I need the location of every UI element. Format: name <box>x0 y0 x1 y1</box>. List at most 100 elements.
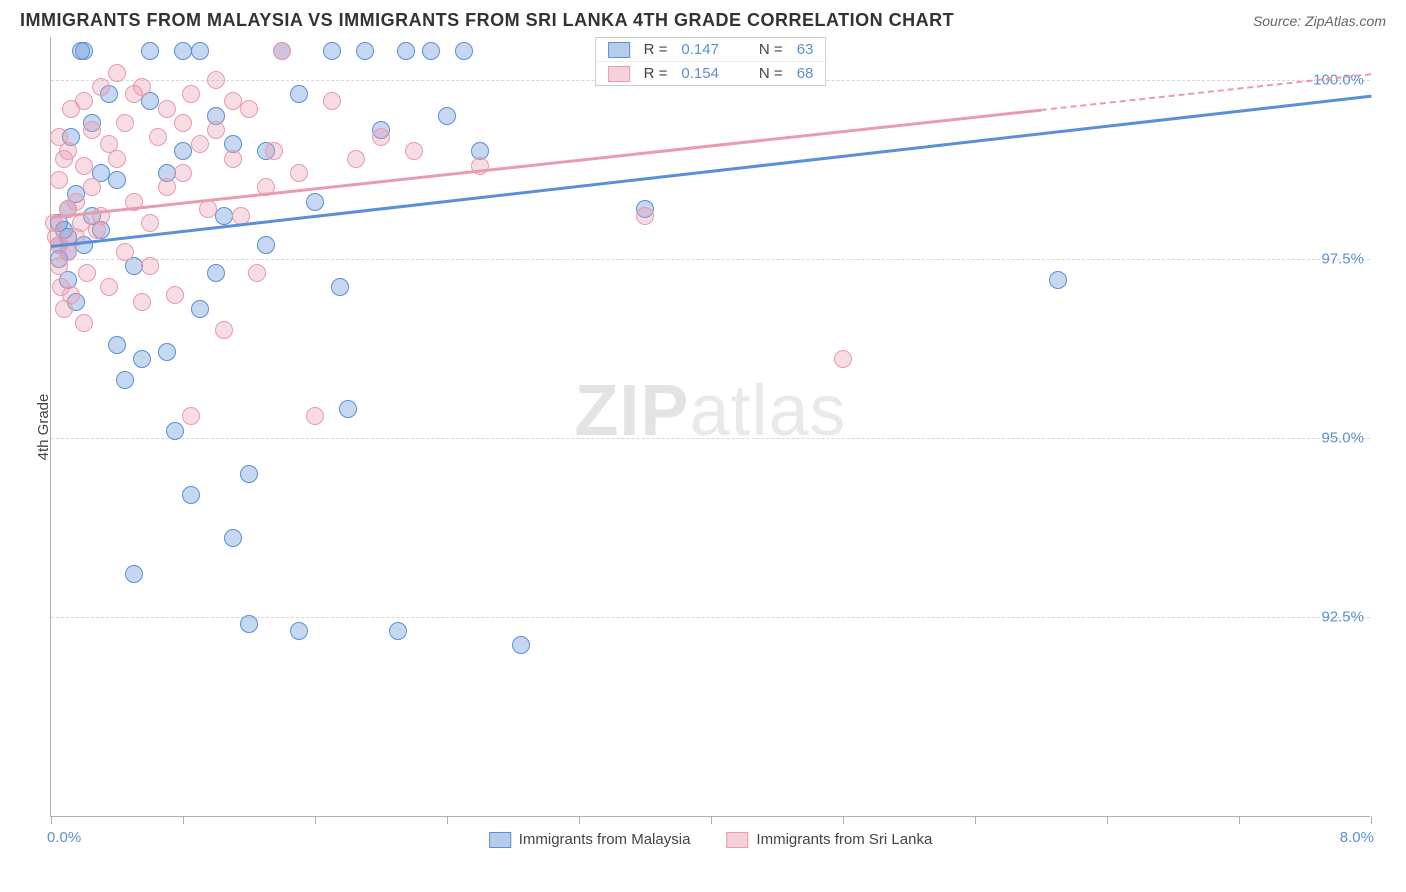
n-label: N = <box>759 65 783 82</box>
data-point <box>397 42 415 60</box>
data-point <box>83 121 101 139</box>
n-value: 63 <box>797 41 814 58</box>
data-point <box>438 107 456 125</box>
data-point <box>636 207 654 225</box>
trend-line <box>51 109 1041 219</box>
data-point <box>191 300 209 318</box>
r-value: 0.154 <box>681 65 719 82</box>
source-name: ZipAtlas.com <box>1305 13 1386 29</box>
data-point <box>83 178 101 196</box>
data-point <box>174 164 192 182</box>
data-point <box>166 286 184 304</box>
data-point <box>67 193 85 211</box>
data-point <box>224 529 242 547</box>
data-point <box>133 350 151 368</box>
x-tick <box>1371 816 1372 824</box>
x-tick <box>315 816 316 824</box>
data-point <box>158 343 176 361</box>
data-point <box>108 64 126 82</box>
data-point <box>215 207 233 225</box>
data-point <box>166 422 184 440</box>
r-label: R = <box>644 65 668 82</box>
data-point <box>1049 271 1067 289</box>
data-point <box>207 121 225 139</box>
data-point <box>240 465 258 483</box>
data-point <box>191 42 209 60</box>
x-tick <box>183 816 184 824</box>
legend-series: Immigrants from Malaysia Immigrants from … <box>489 831 933 848</box>
legend-correlation-box: R =0.147N =63R =0.154N =68 <box>595 37 827 86</box>
r-value: 0.147 <box>681 41 719 58</box>
data-point <box>116 371 134 389</box>
data-point <box>174 42 192 60</box>
legend-swatch <box>726 832 748 848</box>
data-point <box>191 135 209 153</box>
data-point <box>207 264 225 282</box>
data-point <box>182 85 200 103</box>
legend-stat-row: R =0.147N =63 <box>596 38 826 61</box>
legend-label: Immigrants from Malaysia <box>519 831 691 848</box>
x-tick <box>1239 816 1240 824</box>
data-point <box>323 92 341 110</box>
data-point <box>133 78 151 96</box>
data-point <box>215 321 233 339</box>
x-tick <box>711 816 712 824</box>
data-point <box>331 278 349 296</box>
y-tick-label: 95.0% <box>1321 429 1364 446</box>
data-point <box>405 142 423 160</box>
x-tick <box>1107 816 1108 824</box>
data-point <box>290 622 308 640</box>
data-point <box>248 264 266 282</box>
gridline <box>51 259 1370 260</box>
scatter-plot: ZIPatlas R =0.147N =63R =0.154N =68 Immi… <box>50 37 1370 817</box>
data-point <box>224 92 242 110</box>
data-point <box>158 178 176 196</box>
data-point <box>240 100 258 118</box>
data-point <box>141 214 159 232</box>
data-point <box>199 200 217 218</box>
legend-swatch <box>608 42 630 58</box>
data-point <box>108 171 126 189</box>
legend-stat-row: R =0.154N =68 <box>596 61 826 85</box>
data-point <box>174 142 192 160</box>
x-tick <box>975 816 976 824</box>
data-point <box>75 314 93 332</box>
data-point <box>207 71 225 89</box>
data-point <box>158 100 176 118</box>
data-point <box>323 42 341 60</box>
data-point <box>141 42 159 60</box>
legend-item: Immigrants from Sri Lanka <box>726 831 932 848</box>
data-point <box>182 407 200 425</box>
watermark-bold: ZIP <box>574 371 689 451</box>
data-point <box>834 350 852 368</box>
data-point <box>356 42 374 60</box>
data-point <box>257 236 275 254</box>
data-point <box>306 407 324 425</box>
legend-label: Immigrants from Sri Lanka <box>756 831 932 848</box>
chart-title: IMMIGRANTS FROM MALAYSIA VS IMMIGRANTS F… <box>20 10 954 31</box>
y-tick-label: 92.5% <box>1321 608 1364 625</box>
data-point <box>100 278 118 296</box>
x-tick <box>579 816 580 824</box>
watermark: ZIPatlas <box>574 370 846 452</box>
watermark-light: atlas <box>689 371 846 451</box>
data-point <box>149 128 167 146</box>
x-tick <box>447 816 448 824</box>
data-point <box>78 264 96 282</box>
data-point <box>108 150 126 168</box>
data-point <box>59 142 77 160</box>
trend-line <box>1041 73 1371 111</box>
data-point <box>347 150 365 168</box>
data-point <box>116 114 134 132</box>
data-point <box>116 243 134 261</box>
y-tick-label: 97.5% <box>1321 250 1364 267</box>
legend-item: Immigrants from Malaysia <box>489 831 691 848</box>
data-point <box>125 565 143 583</box>
data-point <box>306 193 324 211</box>
plot-wrapper: 4th Grade ZIPatlas R =0.147N =63R =0.154… <box>50 37 1386 817</box>
data-point <box>108 336 126 354</box>
data-point <box>75 157 93 175</box>
data-point <box>389 622 407 640</box>
gridline <box>51 438 1370 439</box>
data-point <box>75 42 93 60</box>
